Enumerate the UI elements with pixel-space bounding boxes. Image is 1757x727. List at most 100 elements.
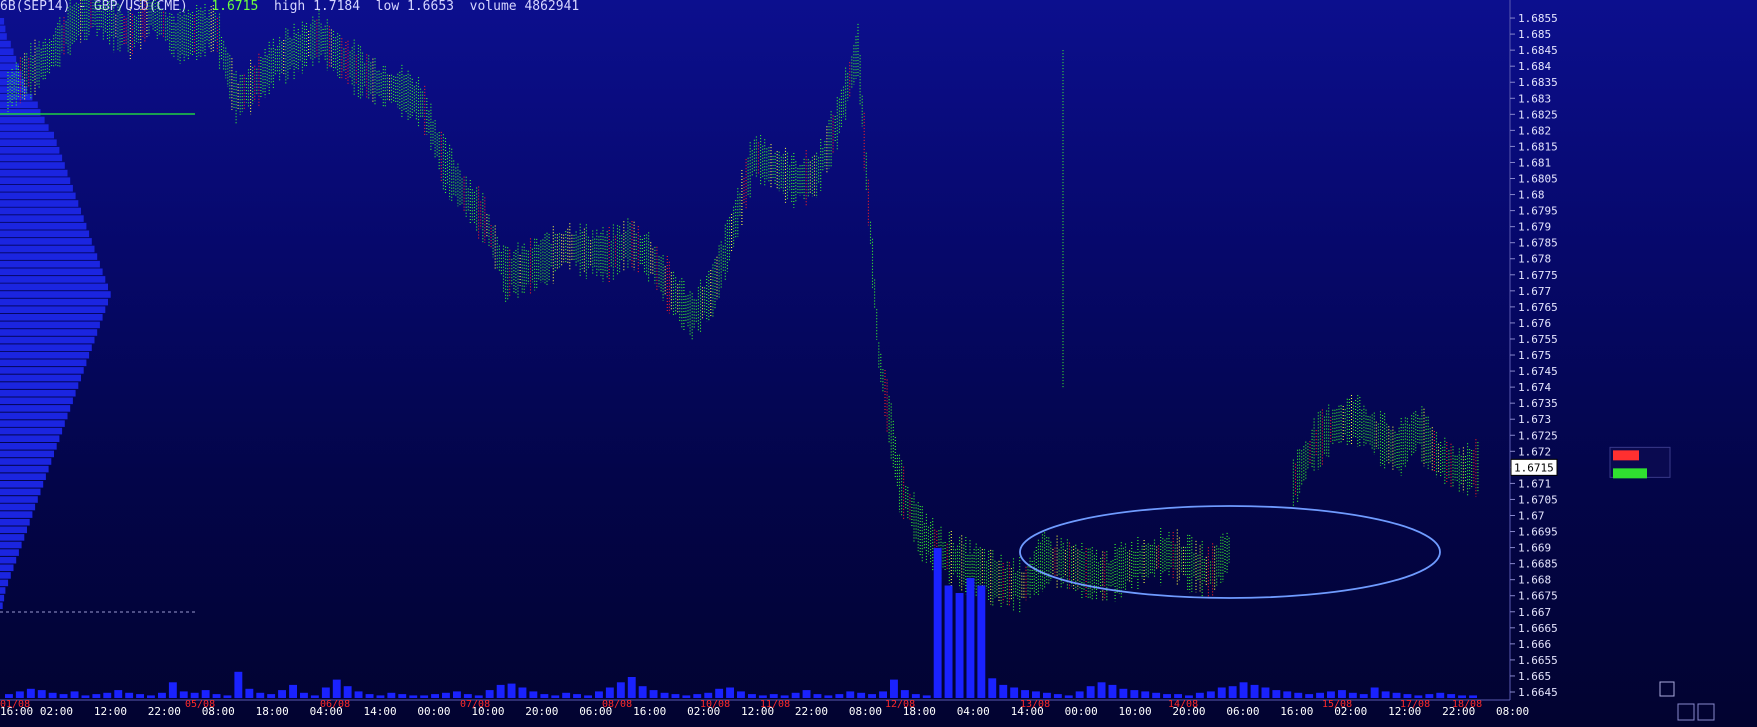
volume-bar xyxy=(1338,690,1346,698)
volume-bar xyxy=(791,692,800,699)
x-date-label: 12/08 xyxy=(885,699,915,710)
profile-bar xyxy=(0,268,103,276)
profile-bar xyxy=(0,283,108,291)
volume-bar xyxy=(780,695,789,698)
y-tick-label: 1.6795 xyxy=(1518,205,1558,218)
y-tick-label: 1.683 xyxy=(1518,92,1551,105)
volume-bar xyxy=(1403,694,1412,698)
x-date-label: 18/08 xyxy=(1452,699,1482,710)
x-tick-label: 12:00 xyxy=(741,705,774,718)
scroll-left-button[interactable] xyxy=(1677,703,1695,721)
y-tick-label: 1.671 xyxy=(1518,477,1551,490)
volume-bar xyxy=(398,694,407,698)
volume-bar xyxy=(496,684,505,698)
x-date-label: 06/08 xyxy=(320,699,350,710)
x-tick-label: 18:00 xyxy=(256,705,289,718)
volume-bar xyxy=(26,688,35,698)
profile-bar xyxy=(0,260,100,268)
x-tick-label: 06:00 xyxy=(579,705,612,718)
volume-bar xyxy=(1305,694,1314,698)
volume-bar xyxy=(900,690,909,698)
profile-bar xyxy=(0,48,14,55)
profile-bar xyxy=(0,185,73,192)
y-tick-label: 1.681 xyxy=(1518,156,1551,169)
volume-bar xyxy=(1392,692,1401,699)
volume-bar xyxy=(737,691,745,698)
y-tick-label: 1.6755 xyxy=(1518,333,1558,346)
volume-bar xyxy=(955,593,964,698)
profile-bar xyxy=(0,55,17,63)
volume-bar xyxy=(1469,695,1477,698)
volume-bar xyxy=(1152,692,1161,699)
volume-bar xyxy=(890,679,898,698)
volume-bar xyxy=(310,695,319,698)
y-tick-label: 1.6745 xyxy=(1518,365,1558,378)
y-tick-label: 1.669 xyxy=(1518,542,1551,555)
profile-bar xyxy=(0,503,36,511)
volume-bar xyxy=(704,692,713,699)
profile-bar xyxy=(0,458,52,465)
profile-bar xyxy=(0,207,81,215)
volume-bar xyxy=(758,695,767,698)
y-tick-label: 1.675 xyxy=(1518,349,1551,362)
profile-bar xyxy=(0,420,65,427)
volume-bar xyxy=(868,694,876,698)
scroll-right-button[interactable] xyxy=(1697,703,1715,721)
y-tick-label: 1.666 xyxy=(1518,638,1551,651)
profile-bar xyxy=(0,131,54,139)
profile-bar xyxy=(0,329,98,336)
volume-bar xyxy=(802,690,811,698)
volume-bar xyxy=(442,692,450,699)
profile-bar xyxy=(0,321,100,329)
y-tick-label: 1.682 xyxy=(1518,124,1551,137)
profile-bar xyxy=(0,238,92,245)
y-tick-label: 1.6805 xyxy=(1518,173,1558,186)
volume-bar xyxy=(343,686,352,698)
dom-bid-bar xyxy=(1613,468,1647,479)
volume-bar xyxy=(234,671,243,699)
volume-bar xyxy=(354,691,363,698)
x-tick-label: 02:00 xyxy=(687,705,720,718)
volume-bar xyxy=(431,694,439,698)
profile-bar xyxy=(0,594,5,602)
profile-bar xyxy=(0,496,38,503)
x-tick-label: 00:00 xyxy=(1065,705,1098,718)
volume-bar xyxy=(1370,687,1379,698)
x-tick-label: 14:00 xyxy=(364,705,397,718)
volume-bar xyxy=(1021,690,1029,698)
volume-bar xyxy=(59,694,68,698)
profile-bar xyxy=(0,298,108,306)
profile-bar xyxy=(0,291,111,298)
volume-bar xyxy=(573,694,581,698)
volume-bar xyxy=(1010,687,1019,698)
profile-bar xyxy=(0,382,79,389)
x-tick-label: 16:00 xyxy=(633,705,666,718)
volume-bar xyxy=(627,677,636,698)
y-tick-label: 1.6645 xyxy=(1518,686,1558,699)
volume-bar xyxy=(1174,694,1182,698)
volume-bar xyxy=(278,690,286,698)
y-tick-label: 1.6735 xyxy=(1518,397,1558,410)
profile-bar xyxy=(0,306,106,313)
expand-icon[interactable] xyxy=(1659,681,1675,697)
volume-bar xyxy=(289,684,297,698)
volume-label: volume xyxy=(469,0,517,14)
volume-bar xyxy=(70,691,79,698)
y-tick-label: 1.68 xyxy=(1518,189,1545,202)
annotation-ellipse xyxy=(1019,505,1441,599)
volume-bar xyxy=(474,695,483,698)
y-tick-label: 1.6665 xyxy=(1518,622,1558,635)
volume-bar xyxy=(1294,692,1303,699)
current-price-box xyxy=(1510,458,1558,476)
volume-bar xyxy=(671,694,680,698)
profile-bar xyxy=(0,93,33,101)
volume-bar xyxy=(966,578,975,698)
volume-bar xyxy=(321,687,330,698)
x-date-label: 15/08 xyxy=(1322,699,1352,710)
x-tick-label: 00:00 xyxy=(417,705,450,718)
profile-bar xyxy=(0,443,57,450)
volume-bar xyxy=(463,694,472,698)
profile-bar xyxy=(0,40,11,48)
y-tick-label: 1.6825 xyxy=(1518,108,1558,121)
